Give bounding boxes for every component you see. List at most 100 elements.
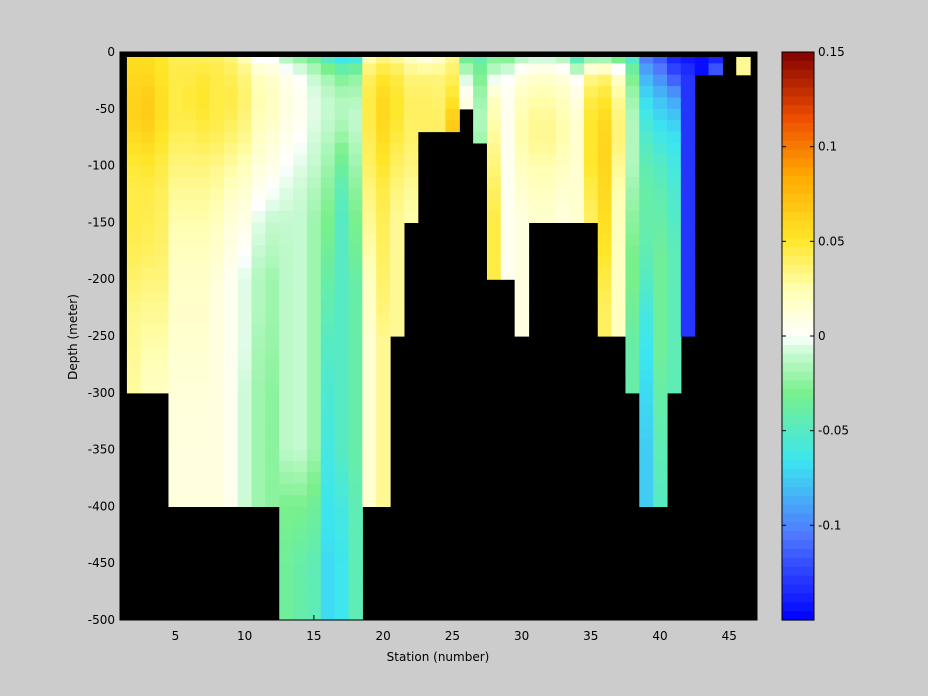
heatmap-cell <box>251 108 266 121</box>
heatmap-cell <box>237 63 253 76</box>
heatmap-cell <box>182 233 197 246</box>
heatmap-cell <box>223 336 239 348</box>
heatmap-cell <box>306 86 322 99</box>
heatmap-cell <box>680 154 696 167</box>
heatmap-cell <box>639 426 654 439</box>
heatmap-cell <box>182 290 197 303</box>
heatmap-cell <box>210 483 225 496</box>
heatmap-cell <box>279 222 294 235</box>
x-axis-ticks: 5 10 15 20 25 30 35 40 45 <box>172 52 737 643</box>
heatmap-cell <box>597 131 613 144</box>
heatmap-cell <box>362 495 377 507</box>
heatmap-cell <box>279 199 294 212</box>
heatmap-cell <box>154 233 170 246</box>
heatmap-cell <box>182 211 197 223</box>
heatmap-cell <box>653 301 668 314</box>
heatmap-cell <box>431 52 447 64</box>
heatmap-cell <box>334 597 350 610</box>
heatmap-cell <box>154 313 170 326</box>
heatmap-cell <box>237 108 253 121</box>
heatmap-cell <box>237 324 253 337</box>
heatmap-cell <box>376 415 391 428</box>
heatmap-cell <box>583 142 599 155</box>
heatmap-cell <box>279 608 294 621</box>
heatmap-cell <box>279 267 294 280</box>
heatmap-cell <box>486 131 502 144</box>
heatmap-cell <box>639 392 654 405</box>
heatmap-cell <box>154 347 170 360</box>
heatmap-cell <box>473 120 488 133</box>
heatmap-cell <box>486 267 502 280</box>
colorbar-swatch <box>782 167 814 177</box>
heatmap-cell <box>445 52 460 64</box>
colorbar-swatch <box>782 158 814 168</box>
heatmap-cell <box>334 301 350 314</box>
heatmap-cell <box>154 97 170 110</box>
heatmap-cell <box>265 97 280 110</box>
heatmap-cell <box>210 222 225 235</box>
heatmap-cell <box>223 211 239 223</box>
x-tick-label: 25 <box>445 629 460 643</box>
heatmap-cell <box>611 165 627 178</box>
heatmap-cell <box>500 97 516 110</box>
heatmap-cell <box>223 358 239 371</box>
heatmap-cell <box>639 120 654 133</box>
heatmap-cell <box>542 97 557 110</box>
y-tick-label: -400 <box>88 499 115 513</box>
heatmap-cell <box>320 188 336 201</box>
heatmap-cell <box>251 154 266 167</box>
heatmap-cell <box>293 517 308 530</box>
heatmap-cell <box>459 63 474 76</box>
heatmap-cell <box>486 188 502 201</box>
heatmap-cell <box>237 74 253 87</box>
heatmap-cell <box>265 74 280 87</box>
heatmap-cell <box>376 120 391 133</box>
heatmap-cell <box>237 313 253 326</box>
heatmap-cell <box>210 267 225 280</box>
heatmap-cell <box>611 120 627 133</box>
heatmap-cell <box>597 188 613 201</box>
heatmap-cell <box>403 142 419 155</box>
heatmap-cell <box>362 381 377 394</box>
heatmap-cell <box>320 483 336 496</box>
heatmap-cell <box>265 233 280 246</box>
heatmap-cell <box>168 131 183 144</box>
heatmap-cell <box>182 495 197 507</box>
heatmap-cell <box>390 199 405 212</box>
heatmap-cell <box>666 199 682 212</box>
heatmap-cell <box>556 52 571 64</box>
heatmap-cell <box>514 154 530 167</box>
heatmap-cell <box>334 279 350 292</box>
heatmap-cell <box>168 267 183 280</box>
heatmap-cell <box>237 381 253 394</box>
heatmap-cell <box>611 267 627 280</box>
heatmap-cell <box>168 495 183 507</box>
heatmap-cell <box>666 279 682 292</box>
heatmap-cell <box>376 370 391 383</box>
heatmap-cell <box>417 74 433 87</box>
colorbar-swatch <box>782 442 814 452</box>
heatmap-cell <box>653 86 668 99</box>
heatmap-cell <box>196 63 211 76</box>
heatmap-cell <box>140 176 156 189</box>
x-tick-label: 45 <box>722 629 737 643</box>
heatmap-cell <box>639 279 654 292</box>
heatmap-cell <box>251 52 266 64</box>
heatmap-cell <box>293 131 308 144</box>
colorbar-swatch <box>782 433 814 444</box>
heatmap-cell <box>542 131 557 144</box>
y-tick-label: -50 <box>95 102 115 116</box>
heatmap-cell <box>306 108 322 121</box>
heatmap-cell <box>306 301 322 314</box>
heatmap-cell <box>639 131 654 144</box>
heatmap-cell <box>639 108 654 121</box>
heatmap-cell <box>680 176 696 189</box>
heatmap-cell <box>126 142 142 155</box>
heatmap-cell <box>320 245 336 258</box>
heatmap-cell <box>390 74 405 87</box>
heatmap-cell <box>639 460 654 473</box>
heatmap-cell <box>611 97 627 110</box>
heatmap-cell <box>293 426 308 439</box>
heatmap-cell <box>680 120 696 133</box>
heatmap-cell <box>625 222 640 235</box>
